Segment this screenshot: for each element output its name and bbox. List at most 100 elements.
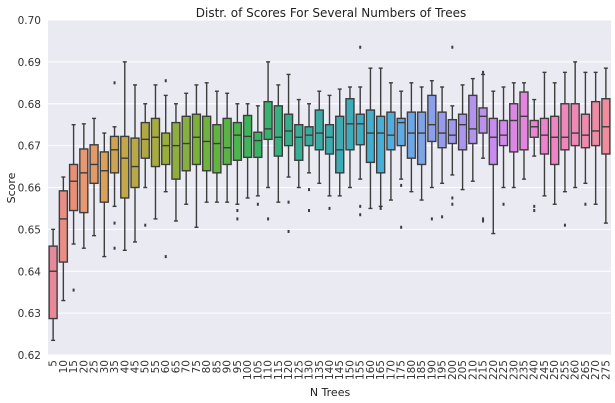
box-iqr (120, 135, 130, 199)
outlier-point (482, 217, 485, 221)
box-35 (109, 81, 120, 250)
box-155 (355, 45, 365, 217)
x-tick-label: 20 (78, 360, 90, 373)
outlier-point (451, 196, 454, 200)
x-tick-label: 210 (467, 360, 479, 380)
outlier-point (164, 79, 167, 83)
y-tick-label: 0.64 (18, 266, 42, 278)
x-tick-label: 65 (170, 360, 182, 373)
box-230 (509, 82, 519, 189)
box-iqr (294, 123, 304, 161)
outlier-point (379, 206, 382, 210)
box-85 (212, 90, 222, 203)
box-260 (570, 61, 580, 189)
box-170 (386, 82, 396, 201)
x-tick-label: 140 (324, 360, 336, 380)
x-tick-label: 215 (478, 360, 490, 380)
x-tick-label: 5 (48, 360, 60, 367)
x-tick-label: 245 (539, 360, 551, 380)
x-tick-label: 90 (222, 360, 234, 373)
box-iqr (550, 115, 560, 166)
box-iqr (79, 148, 89, 214)
x-tick-label: 275 (600, 360, 612, 380)
box-iqr (191, 113, 202, 166)
x-tick-label: 185 (416, 360, 428, 380)
outlier-point (533, 204, 536, 208)
box-265 (580, 71, 591, 206)
box-iqr (396, 117, 406, 147)
x-tick-label: 230 (508, 360, 520, 380)
x-tick-label: 235 (518, 360, 530, 380)
x-tick-label: 160 (365, 360, 377, 380)
box-125 (294, 98, 304, 189)
box-70 (181, 92, 191, 205)
x-tick-label: 180 (406, 360, 418, 380)
box-iqr (212, 123, 222, 174)
outlier-point (563, 223, 566, 227)
outlier-point (113, 246, 116, 250)
outlier-point (359, 204, 362, 208)
box-iqr (457, 113, 468, 151)
x-axis-title: N Trees (310, 386, 351, 399)
box-iqr (99, 151, 109, 203)
box-iqr (529, 119, 539, 138)
box-45 (130, 84, 140, 243)
outlier-point (502, 202, 505, 206)
x-tick-label: 250 (549, 360, 561, 380)
x-tick-label: 190 (426, 360, 438, 380)
box-iqr (140, 121, 150, 159)
outlier-point (328, 206, 331, 210)
x-tick-label: 130 (304, 360, 316, 380)
outlier-point (359, 45, 362, 49)
box-140 (324, 94, 335, 210)
box-iqr (171, 121, 181, 180)
box-210 (468, 77, 478, 182)
box-iqr (447, 118, 458, 145)
x-tick-label: 50 (140, 360, 152, 373)
outlier-point (482, 70, 485, 74)
box-10 (58, 176, 69, 302)
box-iqr (58, 190, 69, 263)
box-iqr (324, 123, 335, 155)
box-180 (406, 82, 417, 193)
y-tick-labels: 0.62 0.63 0.64 0.65 0.66 0.67 0.68 0.69 0.70 (18, 15, 42, 362)
box-150 (345, 86, 355, 189)
x-tick-label: 260 (570, 360, 582, 380)
outlier-point (236, 217, 239, 221)
outlier-point (441, 215, 444, 219)
box-30 (99, 132, 109, 258)
y-tick-label: 0.62 (18, 350, 41, 362)
x-tick-label: 270 (590, 360, 602, 380)
x-tick-label: 40 (119, 360, 131, 373)
box-100 (242, 103, 253, 199)
outlier-point (287, 200, 290, 204)
box-iqr (570, 103, 580, 147)
box-135 (314, 90, 324, 185)
box-220 (488, 90, 498, 235)
box-iqr (253, 131, 263, 159)
outlier-point (267, 217, 270, 221)
box-iqr (416, 111, 427, 166)
box-iqr (161, 132, 171, 166)
box-iqr (386, 111, 396, 151)
box-5 (48, 228, 58, 342)
box-iqr (488, 117, 498, 166)
outlier-point (72, 288, 75, 292)
box-95 (232, 103, 243, 221)
x-tick-label: 240 (529, 360, 541, 380)
x-tick-label: 255 (559, 360, 571, 380)
x-tick-label: 195 (437, 360, 449, 380)
y-tick-label: 0.68 (18, 99, 41, 111)
box-iqr (150, 117, 161, 168)
outlier-point (451, 45, 454, 49)
box-105 (253, 105, 263, 206)
x-tick-label: 105 (252, 360, 264, 380)
x-tick-label: 145 (334, 360, 346, 380)
outlier-point (359, 213, 362, 217)
box-iqr (437, 111, 447, 149)
box-iqr (201, 115, 212, 172)
y-tick-label: 0.65 (18, 224, 41, 236)
outlier-point (113, 81, 116, 85)
box-270 (590, 71, 601, 205)
box-iqr (109, 135, 120, 174)
